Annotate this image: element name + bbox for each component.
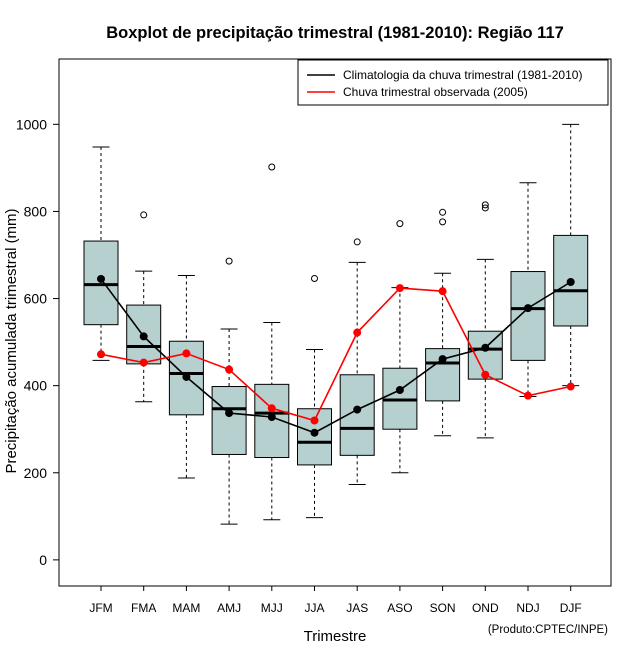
series-point — [310, 416, 319, 425]
x-tick-label: AMJ — [217, 601, 241, 615]
footnote: (Produto:CPTEC/INPE) — [488, 624, 608, 636]
series-point — [139, 332, 148, 341]
series-point — [182, 349, 191, 358]
series-point — [566, 382, 575, 391]
y-tick-label: 400 — [24, 378, 48, 394]
x-tick-label: ASO — [387, 601, 412, 615]
box-JAS — [339, 238, 375, 486]
series-point — [225, 365, 234, 374]
y-tick-label: 0 — [39, 552, 47, 568]
chart-title: Boxplot de precipitação trimestral (1981… — [106, 24, 564, 42]
x-tick-label: JJA — [304, 601, 324, 615]
box-DJF — [553, 123, 589, 387]
iqr-box — [211, 386, 247, 455]
plot-area: 0 200 400 600 800 1000 JFM FMA MAM AMJ MJJ JJA JAS AS… — [16, 58, 612, 615]
series-observed — [97, 284, 575, 425]
series-point — [139, 358, 148, 367]
series-point — [310, 428, 319, 437]
box-MJJ — [254, 163, 290, 521]
plot-frame — [58, 58, 612, 587]
box-SON — [425, 208, 461, 437]
y-tick-label: 200 — [24, 465, 48, 481]
series-point — [481, 370, 490, 379]
x-tick-label: FMA — [131, 601, 156, 615]
outlier-point — [353, 238, 361, 246]
x-tick-label: DJF — [560, 601, 582, 615]
box-OND — [467, 201, 503, 439]
iqr-box — [339, 374, 375, 456]
series-point — [353, 405, 362, 414]
y-tick-label: 800 — [24, 203, 48, 219]
outlier-point — [140, 211, 148, 219]
y-tick-label: 1000 — [16, 116, 47, 132]
box-FMA — [126, 211, 162, 403]
outlier-point — [311, 275, 318, 283]
series-point — [395, 284, 404, 293]
outlier-point — [481, 204, 489, 212]
series-point — [438, 355, 447, 364]
series-point — [566, 277, 575, 286]
x-tick-label: MAM — [172, 601, 200, 615]
series-climatology — [97, 274, 575, 437]
series-point — [267, 413, 276, 422]
outlier-point — [481, 201, 489, 209]
series-point — [524, 304, 532, 313]
series-point — [97, 350, 105, 359]
series-point — [182, 372, 191, 381]
iqr-box — [510, 271, 546, 361]
x-tick-label: OND — [472, 601, 499, 615]
y-tick-label: 600 — [24, 291, 48, 307]
legend-box — [297, 59, 609, 106]
legend: Climatologia da chuva trimestral (1981-2… — [297, 59, 609, 106]
series-point — [481, 343, 490, 352]
legend-label-observed: Chuva trimestral observada (2005) — [343, 85, 528, 99]
outlier-point — [268, 163, 276, 171]
x-axis-label: Trimestre — [304, 628, 367, 645]
outlier-point — [396, 220, 404, 228]
x-tick-label: MJJ — [261, 601, 283, 615]
series-point — [97, 274, 105, 283]
legend-label-climatology: Climatologia da chuva trimestral (1981-2… — [343, 68, 582, 82]
box-ASO — [382, 220, 418, 474]
x-tick-label: JAS — [346, 601, 368, 615]
series-line — [100, 287, 571, 422]
outlier-point — [225, 257, 233, 265]
series-point — [438, 287, 447, 296]
box-NDJ — [510, 182, 546, 398]
series-point — [353, 328, 362, 337]
box-JFM — [83, 146, 119, 361]
x-tick-label: JFM — [89, 601, 112, 615]
series-point — [225, 409, 234, 418]
x-tick-label: NDJ — [516, 601, 539, 615]
y-axis-label: Precipitação acumulada trimestral (mm) — [3, 208, 20, 473]
series-point — [524, 391, 532, 400]
series-point — [395, 386, 404, 395]
series-line — [100, 278, 572, 434]
series-point — [267, 404, 276, 413]
box-AMJ — [211, 257, 247, 525]
outlier-point — [439, 218, 447, 226]
outlier-point — [439, 208, 447, 216]
x-tick-label: SON — [430, 601, 456, 615]
